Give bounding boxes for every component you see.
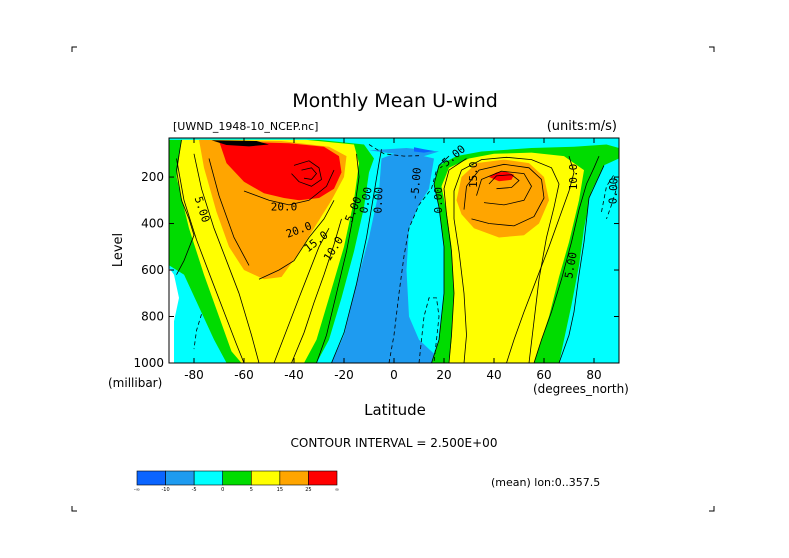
contour-fill-5	[331, 153, 457, 363]
contour-line-8	[291, 160, 322, 187]
contour-line-4	[291, 218, 342, 363]
contour-line-layer	[176, 139, 617, 363]
contour-line-17	[463, 163, 545, 227]
contour-label-12: 10.0	[567, 164, 580, 191]
contour-line-5	[273, 228, 330, 363]
y-tick-label: 1000	[133, 356, 164, 370]
y-axis: 200 400 600 800 1000	[133, 170, 619, 370]
colorbar-label: -10	[161, 487, 169, 493]
contour-line-3	[316, 153, 360, 363]
contour-label-9: 0.00	[432, 187, 445, 214]
colorbar-swatch	[308, 470, 338, 486]
colorbar-swatch	[193, 470, 224, 486]
colorbar-swatch	[222, 470, 252, 486]
contour-line-19	[488, 174, 520, 190]
colorbar-label: 25	[305, 487, 311, 493]
x-tick-label: 20	[436, 368, 451, 382]
contour-label-7: 0.00	[372, 187, 386, 214]
colorbar-label: -∞	[134, 487, 140, 493]
contour-label-8: -5.00	[408, 167, 424, 201]
colorbar-label: 15	[277, 487, 283, 493]
colorbar-swatch	[136, 470, 166, 486]
x-axis-label: Latitude	[364, 401, 426, 419]
contour-line-14	[431, 155, 450, 363]
x-tick-label: -20	[334, 368, 354, 382]
crop-mark-top-right	[709, 46, 715, 52]
x-tick-label: -80	[184, 368, 204, 382]
contour-line-0	[176, 158, 245, 363]
x-tick-label: 40	[486, 368, 501, 382]
colorbar-swatch	[250, 470, 281, 486]
contour-line-24	[193, 314, 202, 350]
contour-fill-14	[169, 267, 179, 363]
contour-line-11	[368, 144, 420, 157]
y-unit-label: (millibar)	[108, 376, 162, 390]
colorbar: -∞ -10 -5 0 5 15 25 ∞	[134, 470, 339, 493]
contour-line-23	[601, 173, 617, 220]
contour-fill-7	[414, 147, 434, 153]
averaging-text: (mean) lon:0..357.5	[491, 476, 600, 489]
contour-line-6	[258, 200, 335, 280]
crop-mark-top-left	[71, 46, 77, 52]
contour-label-11: 15.0	[467, 161, 480, 188]
contour-interval-text: CONTOUR INTERVAL = 2.500E+00	[291, 436, 498, 450]
dataset-label: [UWND_1948-10_NCEP.nc]	[173, 120, 318, 133]
contour-line-15	[443, 158, 467, 363]
y-tick-label: 400	[141, 217, 164, 231]
contour-line-7	[243, 169, 335, 206]
contour-line-16	[453, 156, 560, 363]
contour-fill-layer	[169, 138, 619, 363]
x-tick-label: -60	[234, 368, 254, 382]
contour-line-18	[476, 170, 532, 206]
x-unit-label: (degrees_north)	[533, 382, 629, 396]
contour-fill-4	[211, 140, 269, 147]
crop-marks	[71, 46, 715, 512]
colorbar-label: ∞	[335, 487, 339, 493]
y-tick-label: 600	[141, 263, 164, 277]
contour-line-25	[176, 139, 195, 275]
colorbar-swatch	[279, 470, 309, 486]
contour-label-13: 5.00	[562, 251, 579, 279]
contour-line-21	[533, 155, 600, 363]
x-tick-label: 60	[536, 368, 551, 382]
crop-mark-bottom-left	[71, 506, 77, 512]
colorbar-swatch	[165, 470, 195, 486]
contour-fill-11	[489, 171, 514, 182]
contour-line-22	[558, 165, 605, 363]
y-axis-label: Level	[111, 233, 126, 267]
x-tick-label: 80	[586, 368, 601, 382]
crop-mark-bottom-right	[709, 506, 715, 512]
contour-fill-13	[169, 265, 227, 363]
colorbar-label: 0	[221, 487, 224, 493]
chart-title: Monthly Mean U-wind	[292, 90, 498, 112]
contour-line-1	[193, 153, 260, 363]
x-tick-label: 0	[390, 368, 398, 382]
contour-line-2	[208, 158, 250, 266]
x-tick-label: -40	[284, 368, 304, 382]
colorbar-label: 5	[250, 487, 253, 493]
contour-line-10	[331, 149, 382, 363]
contour-label-1: 20.0	[271, 200, 298, 213]
contour-label-6: 0.00	[357, 186, 374, 214]
x-axis: -80 -60 -40 -20 0 20 40 60 80	[184, 138, 602, 382]
y-tick-label: 200	[141, 170, 164, 184]
colorbar-label: -5	[192, 487, 197, 493]
contour-fill-10	[456, 159, 549, 238]
contour-line-9	[301, 167, 318, 180]
contour-line-12	[388, 169, 437, 363]
contour-label-14: 0.00	[607, 178, 621, 205]
units-label: (units:m/s)	[547, 119, 617, 134]
y-tick-label: 800	[141, 310, 164, 324]
contour-line-20	[506, 155, 575, 363]
contour-fill-3	[219, 141, 342, 201]
